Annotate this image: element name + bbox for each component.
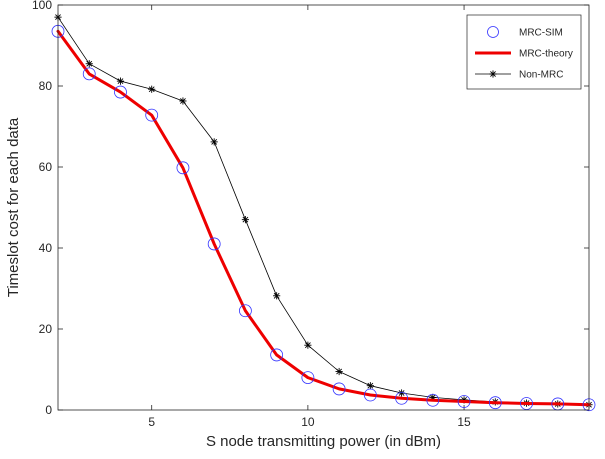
series-layer [51, 13, 596, 412]
point-marker-non-mrc [85, 60, 93, 68]
point-marker-non-mrc [304, 341, 312, 349]
legend: MRC-SIM MRC-theory Non-MRC [466, 14, 582, 90]
point-marker-mrc-sim [207, 237, 221, 251]
point-marker-mrc-sim [301, 371, 315, 385]
legend-marker-non-mrc [489, 70, 497, 78]
point-marker-mrc-sim [488, 396, 502, 410]
x-tick-label: 10 [301, 415, 315, 429]
point-marker-mrc-sim [520, 397, 533, 410]
point-marker-mrc-sim [82, 67, 96, 81]
legend-label-non-mrc: Non-MRC [519, 70, 563, 81]
y-tick-label: 100 [32, 0, 52, 12]
point-marker-non-mrc [366, 382, 374, 390]
point-marker-mrc-sim [395, 391, 408, 405]
point-marker-mrc-sim [176, 161, 190, 175]
legend-label-mrc-sim: MRC-SIM [519, 28, 563, 39]
legend-swatch-mrc-sim [487, 26, 499, 38]
y-tick-label: 80 [39, 79, 53, 93]
point-marker-non-mrc [210, 138, 218, 146]
point-marker-mrc-sim [270, 348, 284, 362]
point-marker-non-mrc [241, 216, 250, 224]
point-marker-non-mrc [179, 97, 187, 105]
point-marker-mrc-sim [239, 304, 252, 318]
point-marker-mrc-sim [457, 395, 471, 408]
point-marker-mrc-sim [114, 85, 127, 99]
plot-frame [57, 4, 590, 411]
x-axis-label: S node transmitting power (in dBm) [206, 433, 441, 450]
legend-label-mrc-theory: MRC-theory [519, 49, 573, 60]
point-marker-mrc-sim [332, 382, 346, 396]
y-tick-label: 40 [39, 241, 53, 255]
y-tick-label: 0 [45, 403, 52, 417]
point-marker-mrc-sim [426, 393, 440, 407]
point-marker-non-mrc [116, 77, 125, 85]
y-tick-label: 60 [39, 160, 53, 174]
y-axis-label: Timeslot cost for each data [5, 117, 22, 297]
point-marker-non-mrc [148, 85, 156, 93]
point-marker-non-mrc [335, 367, 343, 376]
y-axis-ticks: 0 20 40 60 80 100 [32, 0, 589, 417]
point-marker-mrc-sim [363, 388, 377, 402]
series-line-mrc-theory [56, 29, 591, 407]
point-marker-mrc-sim [145, 108, 159, 122]
x-tick-label: 5 [148, 415, 155, 429]
x-tick-label: 15 [457, 415, 471, 429]
y-tick-label: 20 [39, 322, 53, 336]
point-marker-non-mrc [273, 292, 281, 300]
